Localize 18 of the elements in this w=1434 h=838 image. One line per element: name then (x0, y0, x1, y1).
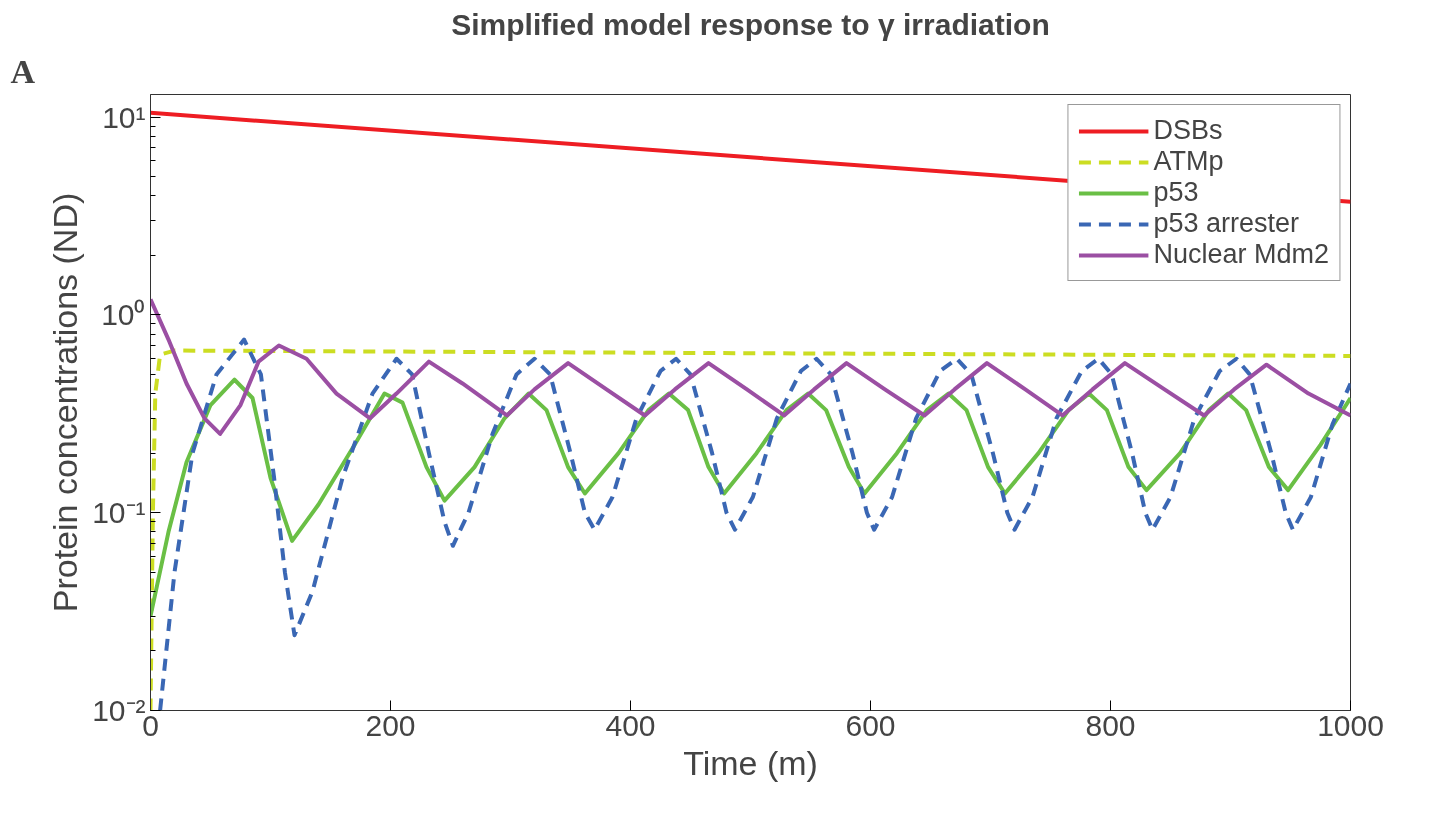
y-axis-title: Protein concentrations (ND) (46, 192, 85, 613)
legend-label: p53 arrester (1153, 208, 1300, 239)
line-series (150, 297, 1351, 436)
x-axis-title: Time (m) (683, 743, 818, 782)
chart-title: Simplified model response to γ irradiation (451, 7, 1050, 41)
legend-label: p53 (1153, 177, 1199, 208)
y-tick-label: 10¹ (102, 100, 146, 134)
legend-label: ATMp (1153, 146, 1224, 177)
x-tick-label: 800 (1085, 708, 1136, 742)
x-tick-label: 400 (605, 708, 656, 742)
y-tick-label: 10⁻¹ (92, 496, 146, 530)
text: A (10, 52, 36, 90)
x-tick-label: 1000 (1317, 708, 1384, 742)
legend-label: DSBs (1153, 115, 1223, 146)
x-tick-label: 600 (845, 708, 896, 742)
legend-label: Nuclear Mdm2 (1153, 239, 1329, 270)
y-tick-label: 10⁰ (101, 298, 146, 332)
x-tick-label: 200 (365, 708, 416, 742)
